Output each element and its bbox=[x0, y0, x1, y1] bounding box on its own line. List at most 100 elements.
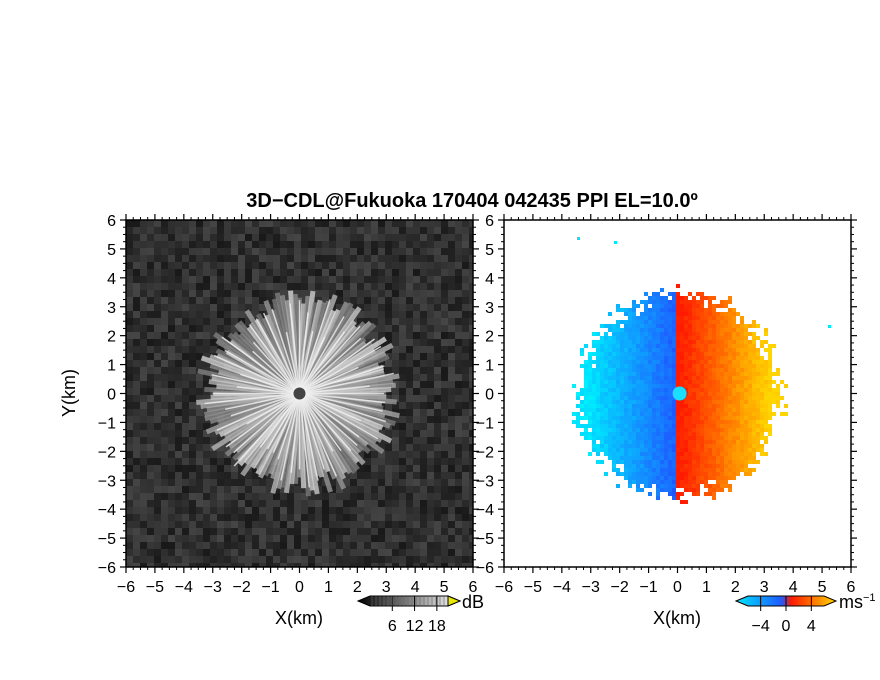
noise-cell bbox=[455, 318, 462, 325]
velocity-cell bbox=[644, 476, 648, 480]
velocity-cell bbox=[660, 340, 664, 344]
noise-cell bbox=[140, 374, 147, 381]
velocity-cell bbox=[660, 476, 664, 480]
velocity-cell bbox=[616, 336, 620, 340]
velocity-cell bbox=[724, 428, 728, 432]
noise-cell bbox=[147, 521, 154, 528]
velocity-cell bbox=[728, 472, 732, 476]
noise-cell bbox=[287, 486, 294, 493]
velocity-cell bbox=[748, 340, 752, 344]
noise-cell bbox=[175, 332, 182, 339]
velocity-cell bbox=[768, 416, 772, 420]
velocity-cell bbox=[700, 468, 704, 472]
noise-cell bbox=[308, 227, 315, 234]
velocity-cell bbox=[736, 384, 740, 388]
velocity-cell bbox=[716, 364, 720, 368]
noise-cell bbox=[217, 451, 224, 458]
velocity-cell bbox=[684, 428, 688, 432]
velocity-cell bbox=[692, 432, 696, 436]
velocity-cell bbox=[748, 396, 752, 400]
velocity-cell bbox=[748, 388, 752, 392]
velocity-cell bbox=[644, 464, 648, 468]
noise-cell bbox=[441, 535, 448, 542]
velocity-cell bbox=[652, 316, 656, 320]
velocity-cell bbox=[632, 404, 636, 408]
noise-cell bbox=[161, 535, 168, 542]
noise-cell bbox=[350, 549, 357, 556]
noise-cell bbox=[462, 318, 469, 325]
velocity-cell bbox=[708, 448, 712, 452]
noise-cell bbox=[203, 374, 210, 381]
velocity-cell bbox=[716, 460, 720, 464]
noise-cell bbox=[175, 528, 182, 535]
noise-cell bbox=[399, 276, 406, 283]
velocity-cell bbox=[656, 472, 660, 476]
velocity-cell bbox=[700, 320, 704, 324]
noise-cell bbox=[161, 416, 168, 423]
noise-cell bbox=[434, 297, 441, 304]
noise-cell bbox=[147, 234, 154, 241]
noise-cell bbox=[427, 367, 434, 374]
noise-cell bbox=[378, 507, 385, 514]
velocity-cell bbox=[616, 396, 620, 400]
velocity-cell bbox=[664, 416, 668, 420]
velocity-cell bbox=[624, 308, 628, 312]
velocity-cell bbox=[712, 484, 716, 488]
velocity-cell bbox=[612, 376, 616, 380]
velocity-cell bbox=[668, 448, 672, 452]
noise-cell bbox=[385, 563, 392, 567]
noise-cell bbox=[126, 269, 133, 276]
velocity-cell bbox=[688, 396, 692, 400]
velocity-cell bbox=[712, 444, 716, 448]
velocity-cell bbox=[720, 452, 724, 456]
left-y-tick-label: 5 bbox=[107, 242, 116, 259]
velocity-cell bbox=[700, 328, 704, 332]
noise-cell bbox=[364, 297, 371, 304]
velocity-cell bbox=[620, 440, 624, 444]
velocity-cell bbox=[740, 340, 744, 344]
noise-cell bbox=[224, 535, 231, 542]
velocity-cell bbox=[672, 360, 676, 364]
velocity-cell bbox=[668, 336, 672, 340]
velocity-cell bbox=[620, 388, 624, 392]
noise-cell bbox=[420, 416, 427, 423]
noise-cell bbox=[203, 353, 210, 360]
noise-cell bbox=[147, 458, 154, 465]
velocity-cell bbox=[728, 356, 732, 360]
noise-cell bbox=[182, 381, 189, 388]
velocity-cell bbox=[588, 364, 592, 368]
noise-cell bbox=[140, 444, 147, 451]
noise-cell bbox=[441, 283, 448, 290]
velocity-cell bbox=[776, 368, 780, 372]
velocity-cell bbox=[664, 476, 668, 480]
velocity-cell bbox=[696, 452, 700, 456]
velocity-cell bbox=[712, 324, 716, 328]
noise-cell bbox=[161, 542, 168, 549]
velocity-cell bbox=[684, 436, 688, 440]
velocity-cell bbox=[616, 448, 620, 452]
velocity-cell bbox=[700, 480, 704, 484]
velocity-cell bbox=[688, 372, 692, 376]
velocity-cell bbox=[616, 444, 620, 448]
velocity-cell bbox=[680, 416, 684, 420]
velocity-cell bbox=[740, 320, 744, 324]
velocity-cell bbox=[732, 388, 736, 392]
velocity-cell bbox=[720, 392, 724, 396]
noise-cell bbox=[448, 486, 455, 493]
velocity-cell bbox=[696, 372, 700, 376]
velocity-cell bbox=[596, 368, 600, 372]
velocity-cell bbox=[636, 400, 640, 404]
velocity-cell bbox=[720, 400, 724, 404]
echo-bright-ray bbox=[249, 324, 301, 394]
noise-cell bbox=[189, 507, 196, 514]
noise-cell bbox=[406, 367, 413, 374]
noise-cell bbox=[140, 367, 147, 374]
echo-bright-ray bbox=[272, 393, 301, 453]
noise-cell bbox=[392, 493, 399, 500]
noise-cell bbox=[238, 521, 245, 528]
noise-cell bbox=[245, 549, 252, 556]
velocity-cell bbox=[680, 312, 684, 316]
noise-cell bbox=[266, 521, 273, 528]
velocity-cell bbox=[692, 308, 696, 312]
velocity-cell bbox=[708, 312, 712, 316]
